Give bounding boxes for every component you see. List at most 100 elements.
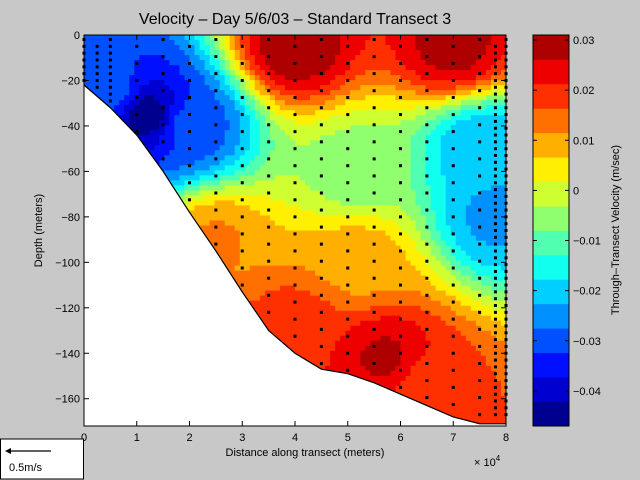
contour-cell <box>274 295 281 302</box>
contour-cell <box>184 185 191 191</box>
contour-cell <box>310 145 316 151</box>
contour-cell <box>335 75 341 81</box>
contour-cell <box>325 110 331 116</box>
contour-cell <box>289 150 296 156</box>
contour-cell <box>385 105 392 111</box>
contour-cell <box>244 105 251 111</box>
contour-cell <box>224 95 231 101</box>
contour-cell <box>340 90 346 96</box>
contour-cell <box>380 310 387 317</box>
contour-cell <box>259 315 266 322</box>
contour-cell <box>315 85 321 91</box>
contour-cell <box>300 80 306 86</box>
contour-cell <box>139 60 145 66</box>
contour-cell <box>99 90 105 96</box>
contour-cell <box>325 100 331 106</box>
contour-cell <box>239 135 246 141</box>
contour-cell <box>390 310 397 317</box>
contour-cell <box>365 185 371 191</box>
contour-cell <box>330 200 336 207</box>
contour-cell <box>310 350 316 357</box>
contour-cell <box>239 50 246 56</box>
contour-cell <box>300 115 306 121</box>
contour-cell <box>284 130 291 136</box>
contour-cell <box>390 140 397 146</box>
contour-cell <box>325 135 331 141</box>
contour-cell <box>345 135 351 141</box>
contour-cell <box>274 165 281 171</box>
contour-cell <box>340 345 346 352</box>
contour-cell <box>119 65 125 71</box>
contour-cell <box>99 65 105 71</box>
contour-cell <box>375 90 381 96</box>
contour-cell <box>209 135 216 141</box>
contour-cell <box>249 285 256 292</box>
contour-cell <box>189 45 196 51</box>
contour-cell <box>289 175 296 181</box>
contour-cell <box>335 325 341 332</box>
contour-cell <box>129 100 135 106</box>
contour-cell <box>400 220 407 227</box>
contour-cell <box>320 330 326 337</box>
contour-cell <box>274 310 281 317</box>
contour-cell <box>219 50 226 56</box>
contour-cell <box>365 285 371 292</box>
contour-cell <box>300 260 306 267</box>
contour-cell <box>325 115 331 121</box>
contour-cell <box>284 45 291 51</box>
contour-cell <box>400 235 407 242</box>
contour-cell <box>390 135 397 141</box>
contour-cell <box>174 90 181 96</box>
contour-cell <box>365 275 371 282</box>
contour-cell <box>340 330 346 337</box>
contour-cell <box>154 75 160 81</box>
contour-cell <box>84 80 90 86</box>
contour-cell <box>365 255 371 262</box>
contour-cell <box>395 270 402 277</box>
contour-cell <box>289 160 296 166</box>
contour-cell <box>385 295 392 302</box>
contour-cell <box>149 95 155 101</box>
contour-cell <box>345 110 351 116</box>
contour-cell <box>395 100 402 106</box>
contour-cell <box>400 305 407 312</box>
contour-cell <box>295 245 301 252</box>
contour-cell <box>325 60 331 66</box>
contour-cell <box>345 365 351 372</box>
contour-cell <box>330 40 336 46</box>
contour-cell <box>204 225 211 232</box>
contour-cell <box>380 170 387 176</box>
contour-cell <box>279 150 286 156</box>
contour-cell <box>325 150 331 156</box>
contour-cell <box>355 275 361 282</box>
contour-cell <box>340 35 346 41</box>
contour-cell <box>254 35 261 41</box>
contour-cell <box>179 55 186 61</box>
contour-cell <box>295 170 301 176</box>
contour-cell <box>320 190 326 197</box>
contour-cell <box>385 120 392 126</box>
contour-cell <box>315 90 321 96</box>
contour-cell <box>315 270 321 277</box>
contour-cell <box>184 95 191 101</box>
contour-cell <box>174 105 181 111</box>
contour-cell <box>305 105 311 111</box>
contour-cell <box>345 305 351 312</box>
contour-cell <box>395 325 402 332</box>
contour-cell <box>129 105 135 111</box>
contour-cell <box>330 155 336 161</box>
contour-cell <box>390 45 397 51</box>
contour-cell <box>350 230 356 237</box>
contour-cell <box>269 180 276 186</box>
contour-cell <box>365 105 371 111</box>
contour-cell <box>365 330 371 337</box>
contour-cell <box>154 140 160 146</box>
contour-cell <box>335 125 341 131</box>
contour-cell <box>395 295 402 302</box>
contour-cell <box>345 170 351 176</box>
contour-cell <box>310 295 316 302</box>
contour-cell <box>219 105 226 111</box>
contour-cell <box>395 300 402 307</box>
contour-cell <box>300 195 306 202</box>
contour-cell <box>380 80 387 86</box>
